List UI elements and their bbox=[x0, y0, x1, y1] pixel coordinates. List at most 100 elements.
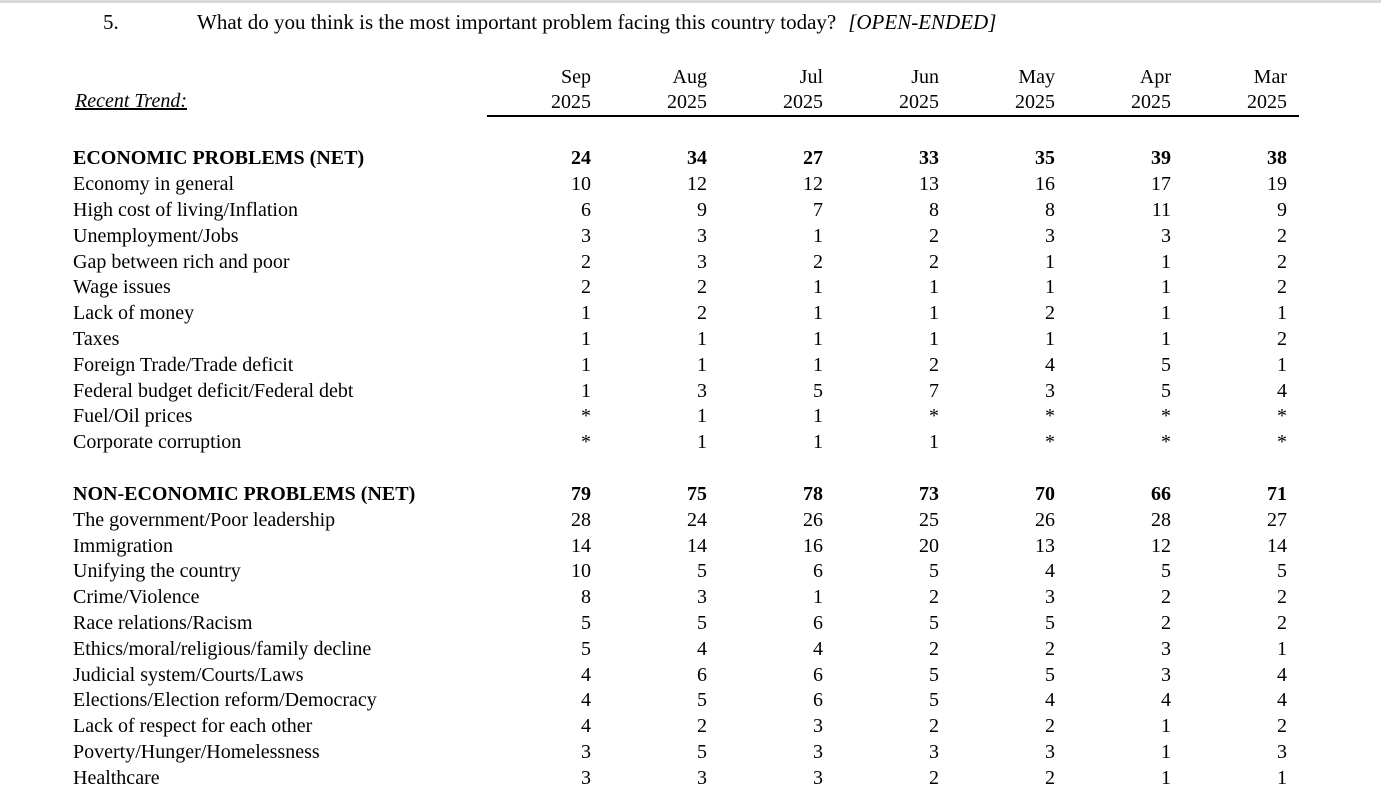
cell-value: 3 bbox=[1045, 379, 1055, 402]
cell-value: 1 bbox=[813, 586, 823, 609]
cell-value: 24 bbox=[571, 147, 591, 170]
cell-value: 12 bbox=[687, 173, 707, 196]
cell-value: 19 bbox=[1267, 173, 1287, 196]
table-row: Elections/Election reform/Democracy 4 5 6 5 4… bbox=[73, 688, 1299, 714]
cell-value: 4 bbox=[813, 637, 823, 660]
table-row: Poverty/Hunger/Homelessness 3 5 3 3 3 1 3 bbox=[73, 740, 1299, 766]
cell-value: 1 bbox=[1161, 302, 1171, 325]
cell-value: 3 bbox=[581, 766, 591, 789]
table-row: NON-ECONOMIC PROBLEMS (NET) 79 75 78 73 70 66 7… bbox=[73, 482, 1299, 508]
row-label: Lack of money bbox=[73, 302, 195, 325]
cell-value: 3 bbox=[1277, 740, 1287, 763]
cell-value: 5 bbox=[697, 689, 707, 712]
cell-value: 39 bbox=[1151, 147, 1171, 170]
cell-value: 1 bbox=[697, 353, 707, 376]
cell-value: 3 bbox=[697, 250, 707, 273]
cell-value: 1 bbox=[1277, 637, 1287, 660]
row-label: Taxes bbox=[73, 327, 120, 350]
cell-value: 6 bbox=[813, 689, 823, 712]
cell-value: 3 bbox=[813, 740, 823, 763]
column-header: Apr 2025 bbox=[1067, 65, 1183, 117]
cell-value: 3 bbox=[813, 766, 823, 789]
cell-value: 25 bbox=[919, 508, 939, 531]
cell-value: 2 bbox=[929, 637, 939, 660]
cell-value: 7 bbox=[929, 379, 939, 402]
cell-value: 1 bbox=[813, 431, 823, 454]
table-row: The government/Poor leadership 28 24 26 25 26… bbox=[73, 507, 1299, 533]
cell-value: 9 bbox=[697, 198, 707, 221]
cell-value: 2 bbox=[929, 224, 939, 247]
cell-value: * bbox=[1161, 431, 1171, 454]
spacer-row bbox=[73, 116, 1299, 146]
cell-value: 6 bbox=[813, 663, 823, 686]
spacer-cell bbox=[73, 116, 1299, 146]
cell-value: 5 bbox=[929, 611, 939, 634]
row-label: Corporate corruption bbox=[73, 431, 242, 454]
cell-value: 10 bbox=[571, 173, 591, 196]
cell-value: 2 bbox=[929, 353, 939, 376]
table-row: Judicial system/Courts/Laws 4 6 6 5 5 3 4 bbox=[73, 662, 1299, 688]
cell-value: 1 bbox=[813, 405, 823, 428]
row-label: Foreign Trade/Trade deficit bbox=[73, 353, 294, 376]
table-row: Gap between rich and poor 2 3 2 2 1 1 2 bbox=[73, 249, 1299, 275]
cell-value: 13 bbox=[1035, 534, 1055, 557]
row-label: Unemployment/Jobs bbox=[73, 224, 239, 247]
cell-value: 5 bbox=[697, 611, 707, 634]
cell-value: 12 bbox=[803, 173, 823, 196]
column-header: Jun 2025 bbox=[835, 65, 951, 117]
cell-value: 2 bbox=[581, 276, 591, 299]
cell-value: 14 bbox=[571, 534, 591, 557]
cell-value: 1 bbox=[813, 224, 823, 247]
cell-value: * bbox=[929, 405, 939, 428]
table-row: Wage issues 2 2 1 1 1 1 2 bbox=[73, 275, 1299, 301]
row-label: Race relations/Racism bbox=[73, 611, 253, 634]
row-label: Wage issues bbox=[73, 276, 171, 299]
cell-value: 6 bbox=[813, 560, 823, 583]
row-label: Elections/Election reform/Democracy bbox=[73, 689, 377, 712]
cell-value: 1 bbox=[813, 327, 823, 350]
table-row: Lack of respect for each other 4 2 3 2 2 1 2 bbox=[73, 714, 1299, 740]
cell-value: 1 bbox=[1045, 327, 1055, 350]
cell-value: * bbox=[1045, 431, 1055, 454]
cell-value: 5 bbox=[581, 637, 591, 660]
cell-value: 35 bbox=[1035, 147, 1055, 170]
cell-value: 3 bbox=[1161, 224, 1171, 247]
table-row: Fuel/Oil prices * 1 1 * * * * bbox=[73, 404, 1299, 430]
cell-value: 71 bbox=[1267, 482, 1287, 505]
row-label: Poverty/Hunger/Homelessness bbox=[73, 740, 320, 763]
cell-value: 75 bbox=[687, 482, 707, 505]
cell-value: 5 bbox=[929, 663, 939, 686]
cell-value: 1 bbox=[581, 302, 591, 325]
table-row: Healthcare 3 3 3 2 2 1 1 bbox=[73, 765, 1299, 791]
cell-value: 3 bbox=[581, 224, 591, 247]
cell-value: 1 bbox=[929, 327, 939, 350]
cell-value: 11 bbox=[1151, 198, 1171, 221]
recent-trend-label: Recent Trend: bbox=[75, 90, 188, 112]
cell-value: 3 bbox=[1045, 586, 1055, 609]
cell-value: 33 bbox=[919, 147, 939, 170]
table-row: Race relations/Racism 5 5 6 5 5 2 2 bbox=[73, 611, 1299, 637]
cell-value: 1 bbox=[1161, 250, 1171, 273]
row-label: Unifying the country bbox=[73, 560, 241, 583]
cell-value: 28 bbox=[571, 508, 591, 531]
table-row: Unemployment/Jobs 3 3 1 2 3 3 2 bbox=[73, 223, 1299, 249]
cell-value: 4 bbox=[1045, 689, 1055, 712]
cell-value: 4 bbox=[1161, 689, 1171, 712]
cell-value: 4 bbox=[581, 663, 591, 686]
cell-value: 3 bbox=[1161, 663, 1171, 686]
cell-value: 3 bbox=[929, 740, 939, 763]
row-label: Fuel/Oil prices bbox=[73, 405, 193, 428]
cell-value: 2 bbox=[1045, 715, 1055, 738]
spacer-cell bbox=[73, 456, 1299, 482]
row-label: Judicial system/Courts/Laws bbox=[73, 663, 304, 686]
cell-value: 1 bbox=[1277, 302, 1287, 325]
cell-value: 1 bbox=[581, 353, 591, 376]
table-row: Ethics/moral/religious/family decline 5 4 4… bbox=[73, 636, 1299, 662]
cell-value: 2 bbox=[1161, 586, 1171, 609]
cell-value: 2 bbox=[1277, 715, 1287, 738]
cell-value: 5 bbox=[697, 740, 707, 763]
table-row: Economy in general 10 12 12 13 16 17 19 bbox=[73, 172, 1299, 198]
cell-value: 1 bbox=[929, 276, 939, 299]
cell-value: 26 bbox=[803, 508, 823, 531]
cell-value: 70 bbox=[1035, 482, 1055, 505]
